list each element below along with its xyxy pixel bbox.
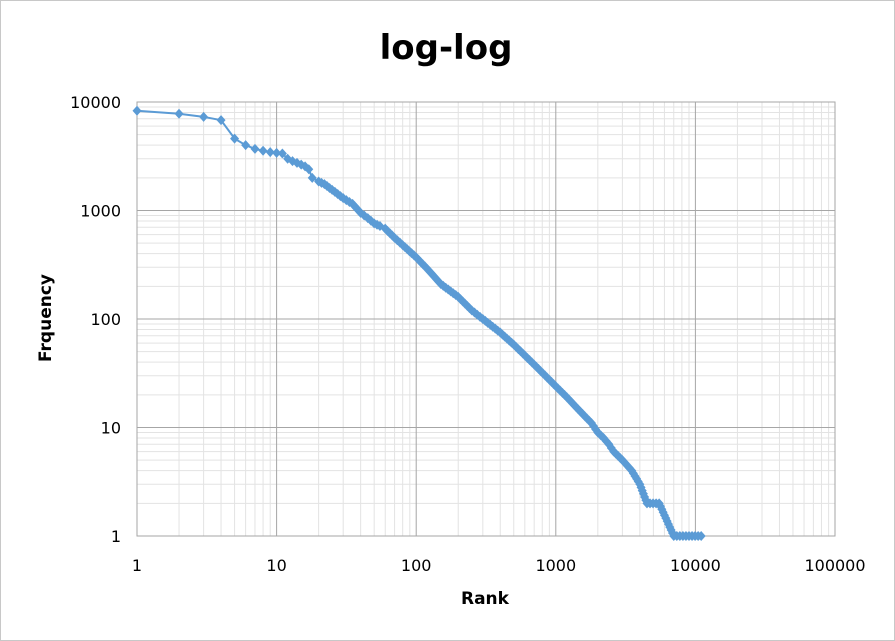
data-point [390, 232, 400, 243]
data-point [327, 184, 337, 195]
data-point [495, 327, 505, 338]
data-point [551, 381, 561, 392]
data-point [338, 193, 348, 204]
series-line [136, 109, 702, 537]
data-point [216, 115, 226, 126]
y-tick-label: 10 [101, 419, 121, 438]
data-point [453, 291, 463, 302]
data-point [380, 223, 390, 234]
data-point [265, 147, 275, 158]
data-point [132, 105, 142, 116]
data-point [277, 148, 287, 159]
data-point [609, 446, 619, 457]
data-point [562, 392, 572, 403]
x-tick-label: 10 [266, 556, 286, 575]
data-point [599, 433, 609, 444]
x-tick-label: 100 [401, 556, 432, 575]
data-point [575, 406, 585, 417]
x-tick-label: 100000 [804, 556, 865, 575]
data-point [593, 427, 603, 438]
data-point [669, 531, 679, 541]
data-point [617, 455, 627, 466]
data-point [411, 252, 421, 263]
y-tick-label: 1 [111, 527, 121, 546]
x-tick-label: 10000 [670, 556, 721, 575]
data-point [422, 263, 432, 274]
data-point [642, 498, 652, 509]
x-tick-label: 1 [132, 556, 142, 575]
x-axis-title: Rank [461, 589, 510, 609]
data-point [627, 465, 637, 476]
y-tick-label: 100 [90, 310, 121, 329]
data-point [304, 164, 314, 175]
data-point [586, 418, 596, 429]
data-point [356, 207, 366, 218]
y-axis-title: Frquency [36, 274, 56, 362]
data-point [654, 498, 664, 509]
x-axis-tick-labels: 1 10 100 1000 10000 100000 [132, 556, 866, 575]
data-point [258, 145, 268, 156]
data-point [478, 314, 488, 324]
plot-area-border [136, 101, 836, 537]
data-point [467, 305, 477, 316]
data-point [199, 111, 209, 122]
data-point [398, 240, 408, 251]
chart-title: log-log [380, 28, 513, 68]
data-point [635, 479, 645, 490]
data-series [132, 105, 706, 541]
data-point [696, 531, 706, 541]
data-point [250, 143, 260, 154]
x-tick-label: 1000 [535, 556, 576, 575]
data-point [272, 147, 282, 158]
data-point [241, 140, 251, 151]
data-point [604, 439, 614, 450]
data-point [230, 133, 240, 144]
data-point [509, 339, 519, 350]
data-point [529, 359, 539, 370]
y-axis-tick-labels: 1 10 100 1000 10000 [70, 93, 121, 546]
data-point [174, 108, 184, 119]
data-point [348, 198, 358, 209]
data-point [436, 279, 446, 290]
y-tick-label: 1000 [80, 202, 121, 221]
y-tick-label: 10000 [70, 93, 121, 112]
data-point [684, 531, 694, 541]
data-point [307, 172, 317, 183]
data-point [363, 213, 373, 224]
data-point [319, 179, 329, 190]
